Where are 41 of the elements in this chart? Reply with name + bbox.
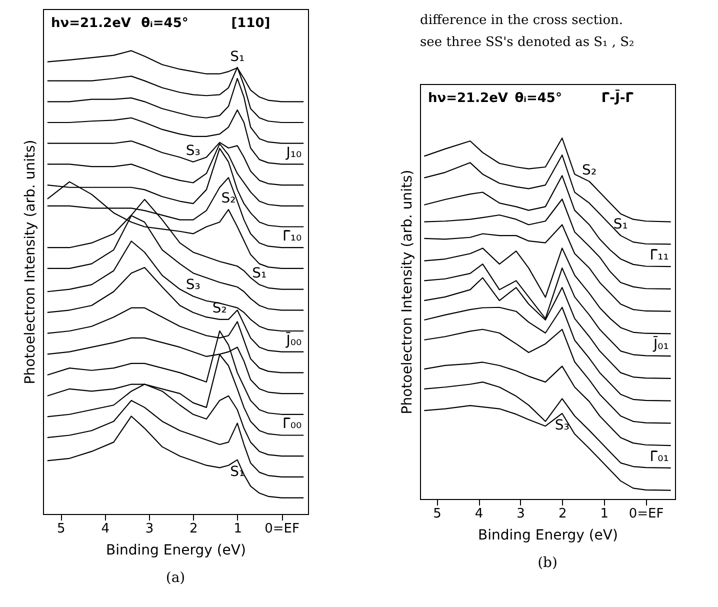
text: θᵢ=45° xyxy=(141,16,188,31)
x-tick-label: 4 xyxy=(101,522,110,536)
y-axis-title: Photoelectron Intensity (arb. units) xyxy=(22,140,38,384)
x-tick-label: 1 xyxy=(600,506,609,522)
text: (b) xyxy=(538,555,558,571)
annotation: S₁ xyxy=(230,48,245,65)
annotation: S₁ xyxy=(252,266,267,282)
x-tick-label: 2 xyxy=(558,506,567,522)
text: hν=21.2eV xyxy=(428,91,508,106)
text: see three SS's denoted as S₁ , S₂ xyxy=(420,35,634,50)
annotation: Γ̄₁₀ xyxy=(282,228,302,245)
annotation: J₁₀ xyxy=(285,145,302,162)
x-tick-label: 0=EF xyxy=(628,506,664,522)
annotation: J̄₀₀ xyxy=(285,331,302,349)
x-axis-title: Binding Energy (eV) xyxy=(478,528,618,544)
x-tick-label: 5 xyxy=(57,522,66,536)
annotation: S₁ xyxy=(613,216,628,233)
x-tick-label: 3 xyxy=(516,506,525,522)
annotation: S₂ xyxy=(221,190,236,207)
annotation: Γ̄₀₀ xyxy=(282,416,302,432)
text: θᵢ=45° xyxy=(514,91,562,106)
x-tick-label: 4 xyxy=(474,506,484,522)
x-tick-label: 2 xyxy=(190,522,198,536)
annotation: S₂ xyxy=(582,162,597,178)
text: difference in the cross section. xyxy=(420,13,624,28)
text: hν=21.2eV xyxy=(51,16,131,31)
annotation: S₃ xyxy=(186,277,200,294)
x-axis-title: Binding Energy (eV) xyxy=(106,542,246,558)
annotation: S₃ xyxy=(186,142,200,159)
x-tick-label: 0=EF xyxy=(264,522,300,536)
text: Γ̄-J̄-Γ̄ xyxy=(601,90,634,106)
annotation: J̄₀₁ xyxy=(652,336,669,354)
y-axis-title: Photoelectron Intensity (arb. units) xyxy=(400,170,416,414)
text: (a) xyxy=(166,570,186,586)
annotation: S₃ xyxy=(554,417,570,434)
x-tick-label: 1 xyxy=(234,522,242,536)
text: [110] xyxy=(231,16,270,31)
annotation: Γ̄₁₁ xyxy=(650,248,669,264)
x-tick-label: 3 xyxy=(145,522,154,536)
annotation: Γ̄₀₁ xyxy=(650,448,669,465)
x-tick-label: 5 xyxy=(433,506,442,522)
